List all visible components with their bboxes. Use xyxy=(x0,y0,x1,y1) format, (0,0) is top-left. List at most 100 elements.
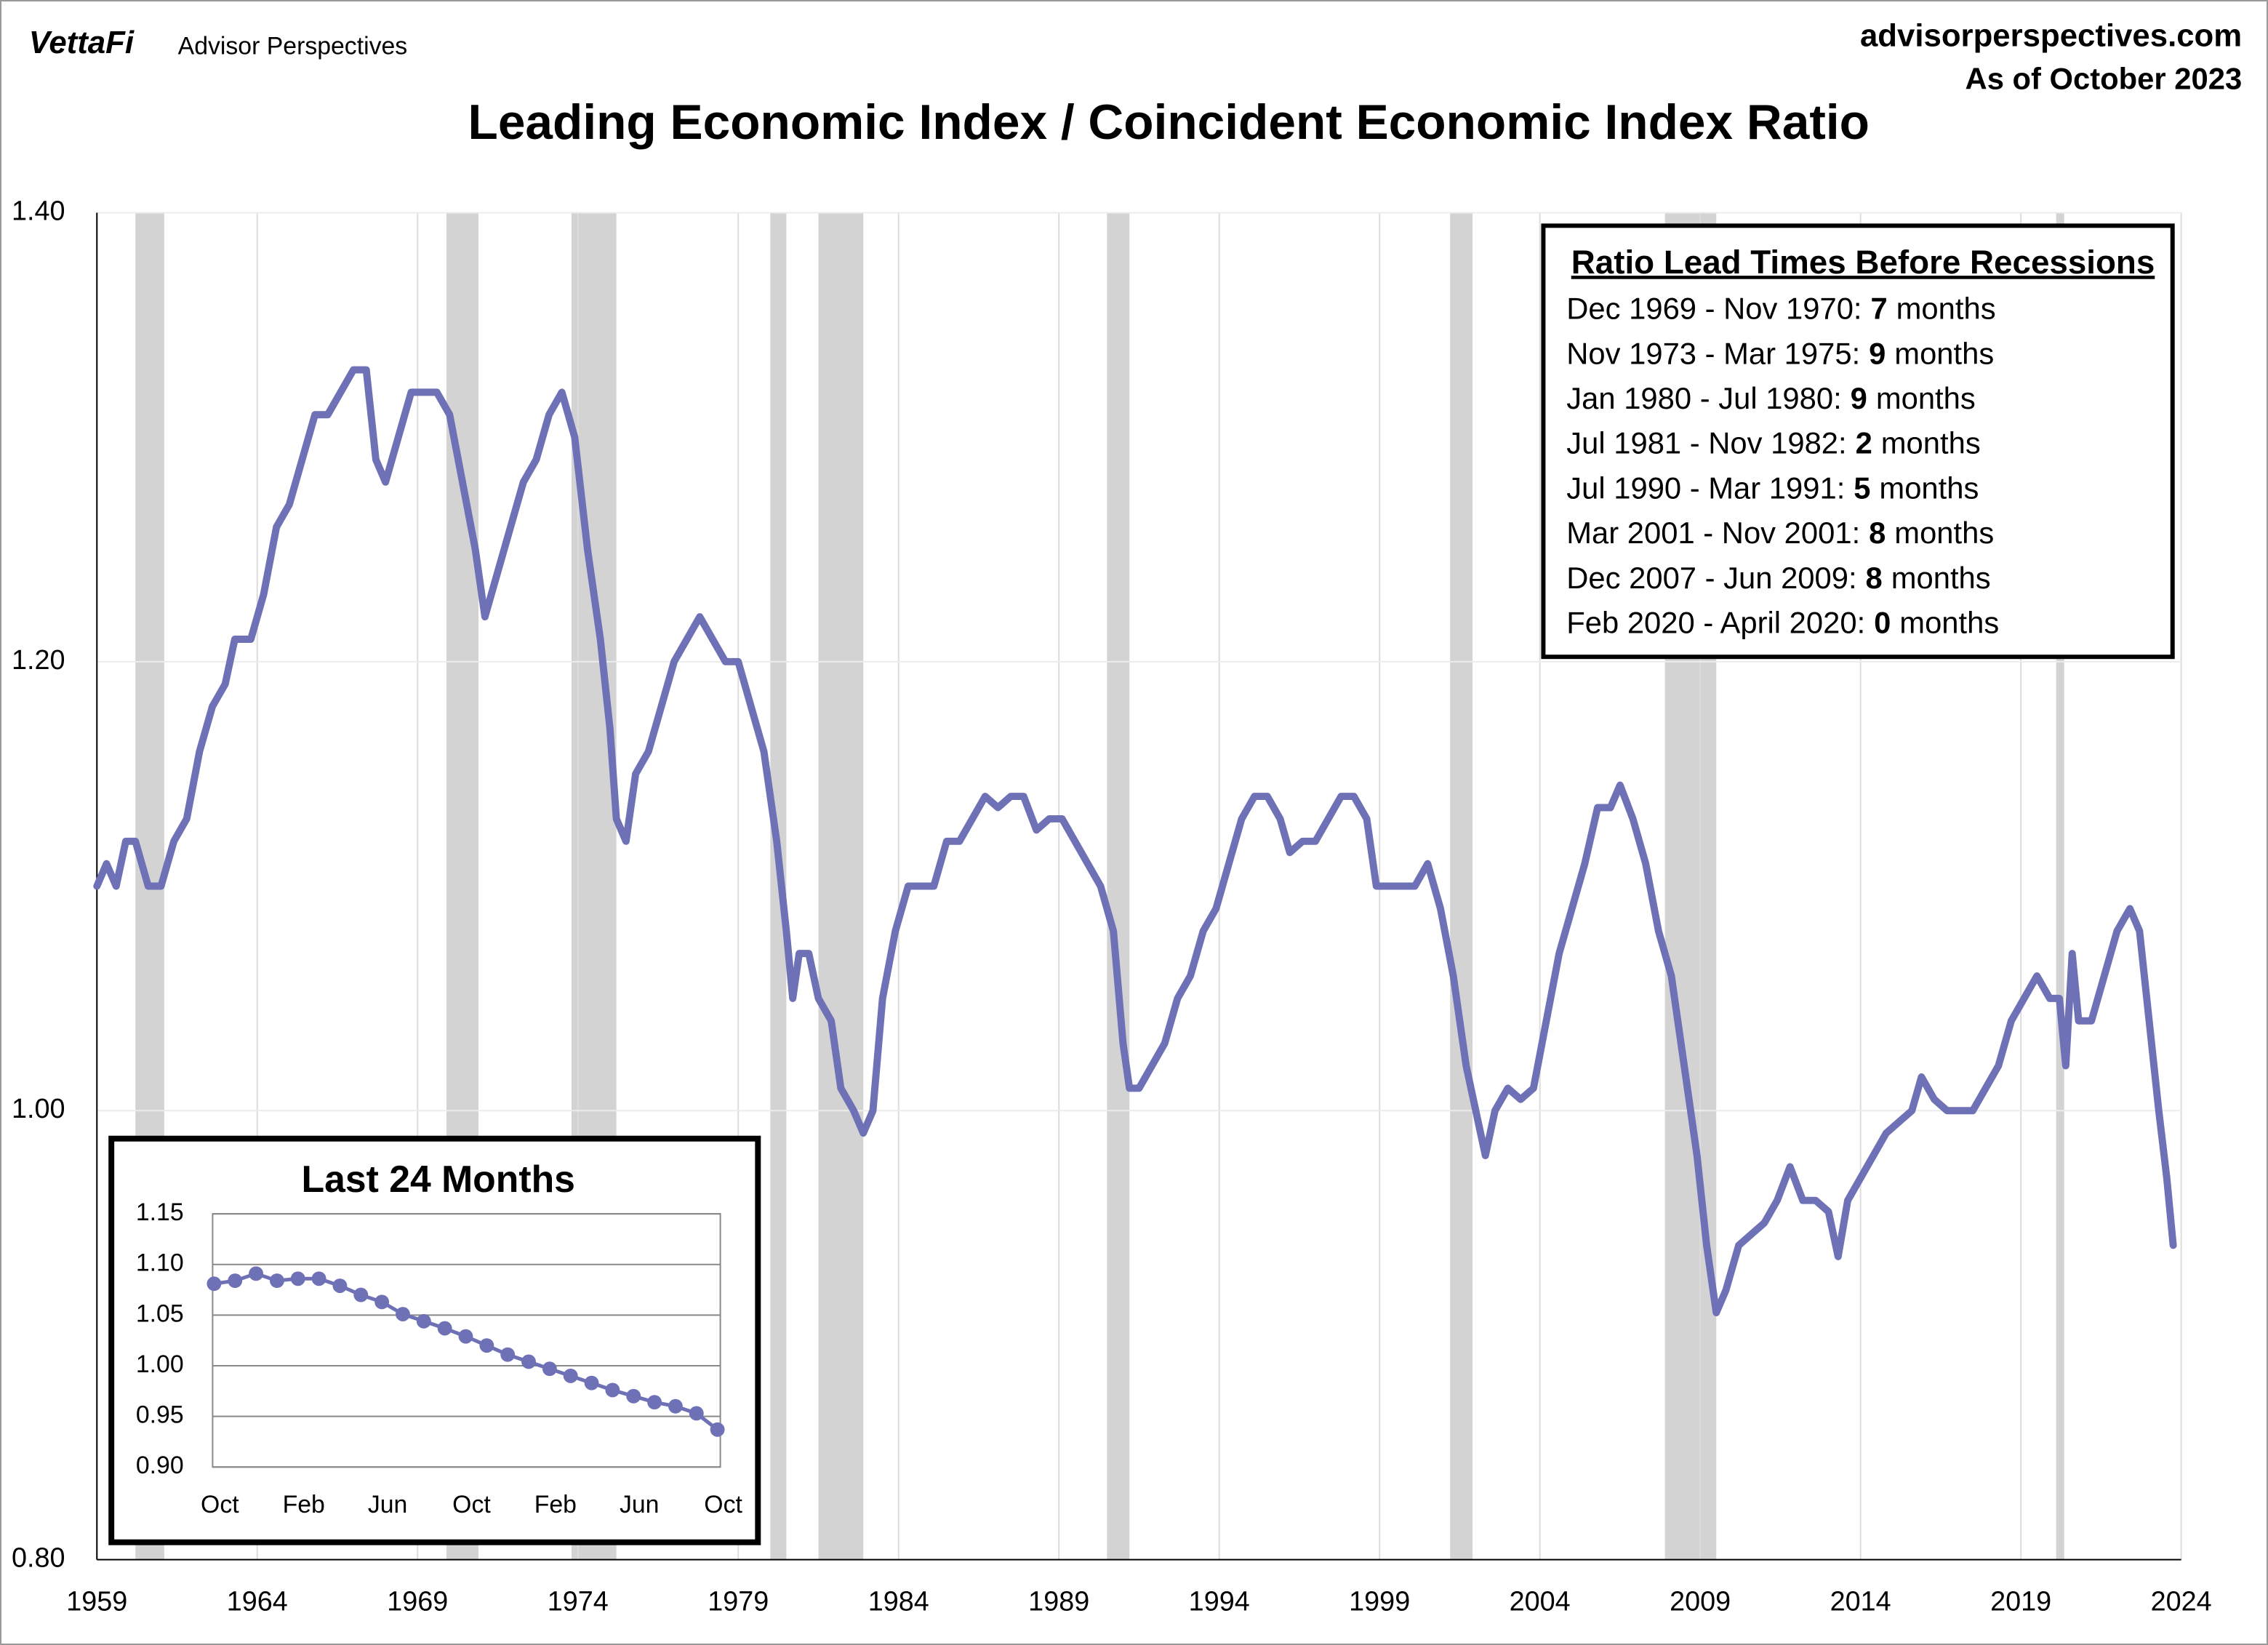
inset-title: Last 24 Months xyxy=(302,1158,575,1200)
point xyxy=(332,1278,348,1293)
recession-band xyxy=(2056,212,2064,1560)
point xyxy=(374,1294,390,1310)
point xyxy=(396,1307,410,1321)
point xyxy=(311,1271,326,1286)
y-tick-label: 1.40 xyxy=(12,196,65,226)
inset-x-tick-label: Jun xyxy=(368,1491,407,1518)
point xyxy=(479,1338,494,1353)
period: Jan 1980 - Jul 1980: xyxy=(1566,381,1841,415)
lead: 9 xyxy=(1869,336,1886,370)
lead-time-row: Feb 2020 - April 2020: 0 months xyxy=(1566,605,1999,639)
recession-band xyxy=(1107,212,1130,1560)
x-tick-label: 1989 xyxy=(1028,1586,1089,1617)
lead-time-row: Mar 2001 - Nov 2001: 8 months xyxy=(1566,516,1994,550)
point xyxy=(605,1382,620,1398)
period: Feb 2020 - April 2020: xyxy=(1566,605,1865,639)
lead-time-row: Dec 1969 - Nov 1970: 7 months xyxy=(1566,292,1995,326)
lead-time-row: Jan 1980 - Jul 1980: 9 months xyxy=(1566,381,1976,415)
x-tick-label: 2014 xyxy=(1830,1586,1891,1617)
lead-times-box: Ratio Lead Times Before Recessions Dec 1… xyxy=(1541,223,2175,660)
inset-y-tick-label: 1.15 xyxy=(136,1198,184,1226)
lead-time-row: Jul 1981 - Nov 1982: 2 months xyxy=(1566,426,1980,460)
point xyxy=(353,1287,369,1302)
as-of: As of October 2023 xyxy=(1966,61,2243,95)
inset-x-tick-label: Oct xyxy=(704,1491,742,1518)
period: Mar 2001 - Nov 2001: xyxy=(1566,516,1860,550)
unit: months xyxy=(1879,471,1979,505)
point xyxy=(500,1347,516,1362)
x-tick-label: 1959 xyxy=(66,1586,127,1617)
point xyxy=(689,1406,704,1421)
lead: 0 xyxy=(1874,605,1891,639)
x-tick-label: 2004 xyxy=(1510,1586,1571,1617)
unit: months xyxy=(1896,292,1996,326)
brand: VettaFi xyxy=(29,25,135,60)
lead-time-row: Dec 2007 - Jun 2009: 8 months xyxy=(1566,561,1990,595)
point xyxy=(626,1388,641,1404)
x-tick-label: 1969 xyxy=(387,1586,448,1617)
inset-x-tick-label: Feb xyxy=(283,1491,325,1518)
unit: months xyxy=(1894,336,1994,370)
inset-y-tick-label: 1.00 xyxy=(136,1350,184,1378)
period: Jul 1990 - Mar 1991: xyxy=(1566,471,1845,505)
recession-band xyxy=(1450,212,1473,1560)
x-tick-label: 1964 xyxy=(227,1586,288,1617)
point xyxy=(710,1422,725,1437)
inset-y-tick-label: 0.95 xyxy=(136,1401,184,1429)
period: Dec 2007 - Jun 2009: xyxy=(1566,561,1856,595)
inset-y-tick-label: 0.90 xyxy=(136,1452,184,1479)
inset-x-tick-label: Jun xyxy=(620,1491,659,1518)
series-line xyxy=(93,366,2177,1317)
point xyxy=(542,1361,557,1377)
lead: 5 xyxy=(1854,471,1870,505)
site: advisorperspectives.com xyxy=(1860,17,2242,53)
inset: Last 24 Months 0.90 0.95 1.00 1.05 1.10 1.15 O… xyxy=(108,1135,761,1545)
unit: months xyxy=(1876,381,1976,415)
brand-sub: Advisor Perspectives xyxy=(178,33,408,60)
x-tick-label: 2019 xyxy=(1990,1586,2051,1617)
point xyxy=(269,1273,284,1289)
x-tick-label: 1984 xyxy=(868,1586,929,1617)
unit: months xyxy=(1881,426,1981,460)
point xyxy=(207,1276,222,1292)
lead-time-row: Jul 1990 - Mar 1991: 5 months xyxy=(1566,471,1979,505)
point xyxy=(228,1273,243,1289)
point xyxy=(249,1266,264,1281)
x-tick-label: 1974 xyxy=(548,1586,609,1617)
point xyxy=(458,1329,473,1344)
recession-band xyxy=(818,212,864,1560)
lead: 9 xyxy=(1851,381,1867,415)
inset-x-tick-label: Oct xyxy=(452,1491,491,1518)
inset-x-tick-label: Feb xyxy=(534,1491,577,1518)
period: Dec 1969 - Nov 1970: xyxy=(1566,292,1862,326)
unit: months xyxy=(1891,561,1991,595)
x-tick-label: 2024 xyxy=(2151,1586,2212,1617)
period: Nov 1973 - Mar 1975: xyxy=(1566,336,1860,370)
x-tick-label: 1994 xyxy=(1189,1586,1250,1617)
point xyxy=(584,1375,599,1390)
box-frame xyxy=(1541,223,2175,660)
y-tick-label: 0.80 xyxy=(12,1543,65,1574)
x-tick-label: 1999 xyxy=(1349,1586,1410,1617)
lead: 7 xyxy=(1870,292,1887,326)
y-tick-label: 1.20 xyxy=(12,645,65,676)
lead: 8 xyxy=(1869,516,1886,550)
point xyxy=(437,1321,452,1336)
inset-y-tick-label: 1.10 xyxy=(136,1249,184,1277)
point xyxy=(563,1369,578,1383)
lead: 2 xyxy=(1856,426,1872,460)
x-tick-label: 2009 xyxy=(1670,1586,1731,1617)
unit: months xyxy=(1899,605,1999,639)
point xyxy=(416,1313,431,1329)
y-tick-label: 1.00 xyxy=(12,1094,65,1124)
point xyxy=(290,1271,305,1286)
inset-frame xyxy=(108,1135,761,1545)
x-tick-label: 1979 xyxy=(708,1586,769,1617)
point xyxy=(521,1354,536,1369)
lead: 8 xyxy=(1866,561,1883,595)
period: Jul 1981 - Nov 1982: xyxy=(1566,426,1846,460)
unit: months xyxy=(1894,516,1994,550)
point xyxy=(668,1398,683,1414)
